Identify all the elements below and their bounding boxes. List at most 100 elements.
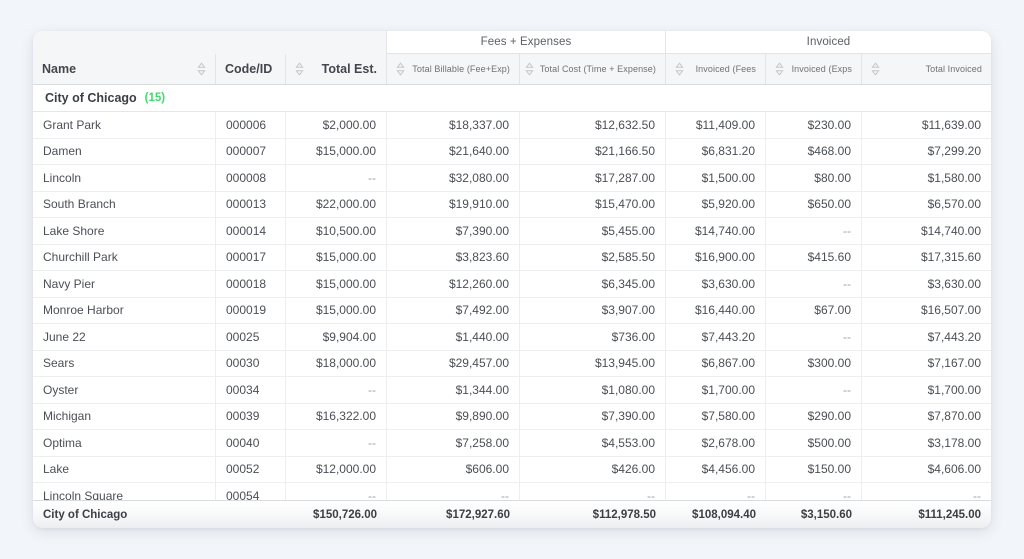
sort-chevron-icon[interactable] [396, 62, 405, 76]
footer-invoiced-fees: $108,094.40 [692, 508, 756, 521]
column-header-label: Total Billable (Fee+Exp) [412, 64, 510, 74]
column-header-label: Total Cost (Time + Expense) [539, 64, 656, 74]
cell-ifee: $1,500.00 [666, 165, 766, 191]
cell-est: $9,904.00 [286, 324, 387, 350]
cell-ifee: $14,740.00 [666, 218, 766, 244]
cell-code: 000006 [216, 112, 286, 138]
cell-cost: -- [520, 483, 666, 500]
cell-name: Navy Pier [33, 271, 216, 297]
cell-est: $15,000.00 [286, 138, 387, 164]
cell-est: -- [286, 165, 387, 191]
column-header-invoiced-expenses[interactable]: Invoiced (Exps [766, 54, 862, 84]
cell-name: Sears [33, 350, 216, 376]
table-row[interactable]: Damen 000007 $15,000.00 $21,640.00 $21,166.5… [33, 138, 991, 165]
cell-code: 000019 [216, 297, 286, 323]
table-row[interactable]: Lake 00052 $12,000.00 $606.00 $426.00 $4,456.… [33, 456, 991, 483]
table-row[interactable]: Churchill Park 000017 $15,000.00 $3,823.60 $… [33, 244, 991, 271]
footer-total-billable: $172,927.60 [446, 508, 510, 521]
cell-iexp: -- [766, 218, 862, 244]
cell-est: $15,000.00 [286, 244, 387, 270]
cell-cost: $15,470.00 [520, 191, 666, 217]
cell-name: Monroe Harbor [33, 297, 216, 323]
cell-cost: $6,345.00 [520, 271, 666, 297]
cell-ifee: $2,678.00 [666, 430, 766, 456]
cell-bill: $7,390.00 [387, 218, 520, 244]
group-header-row[interactable]: City of Chicago (15) [33, 85, 991, 112]
cell-code: 00030 [216, 350, 286, 376]
cell-bill: $18,337.00 [387, 112, 520, 138]
cell-code: 000007 [216, 138, 286, 164]
column-header-total-cost[interactable]: Total Cost (Time + Expense) [520, 54, 666, 84]
cell-name: Grant Park [33, 112, 216, 138]
sort-chevron-icon[interactable] [675, 62, 684, 76]
table-row[interactable]: Lincoln Square 00054 -- -- -- -- -- -- [33, 483, 991, 500]
cell-itot: $17,315.60 [920, 250, 981, 265]
cell-est: $15,000.00 [286, 297, 387, 323]
cell-iexp: $230.00 [766, 112, 862, 138]
table-row[interactable]: Monroe Harbor 000019 $15,000.00 $7,492.00 $3… [33, 297, 991, 324]
cell-ifee: $7,443.20 [666, 324, 766, 350]
cell-cost: $2,585.50 [520, 244, 666, 270]
column-group-spacer [33, 31, 387, 54]
table-row[interactable]: Oyster 00034 -- $1,344.00 $1,080.00 $1,700.00… [33, 377, 991, 404]
sort-chevron-icon[interactable] [197, 62, 206, 76]
cell-itot: $7,299.20 [927, 144, 981, 159]
sort-chevron-icon[interactable] [775, 62, 784, 76]
cell-code: 00039 [216, 403, 286, 429]
sort-chevron-icon[interactable] [525, 62, 534, 76]
column-header-code-id[interactable]: Code/ID [216, 54, 286, 84]
column-header-total-est[interactable]: Total Est. [286, 54, 387, 84]
cell-ifee: $6,867.00 [666, 350, 766, 376]
cell-name: Lake [33, 456, 216, 482]
column-header-name[interactable]: Name [33, 54, 216, 84]
cell-bill: $606.00 [387, 456, 520, 482]
group-count-badge: (15) [144, 92, 166, 104]
table-row[interactable]: Lincoln 000008 -- $32,080.00 $17,287.00 $1,50… [33, 165, 991, 192]
cell-name: Lincoln [33, 165, 216, 191]
cell-ifee: $3,630.00 [666, 271, 766, 297]
table-footer-totals-row: City of Chicago $150,726.00 $172,927.60 … [33, 500, 991, 528]
cell-itot: $7,167.00 [927, 356, 981, 371]
cell-code: 00052 [216, 456, 286, 482]
cell-itot: $3,630.00 [927, 276, 981, 291]
cell-code: 00034 [216, 377, 286, 403]
table-row[interactable]: Grant Park 000006 $2,000.00 $18,337.00 $12,6… [33, 112, 991, 139]
cell-iexp: $67.00 [766, 297, 862, 323]
column-header-label: Invoiced (Exps [791, 64, 852, 74]
cell-est: $18,000.00 [286, 350, 387, 376]
cell-est: -- [286, 377, 387, 403]
table-row[interactable]: June 22 00025 $9,904.00 $1,440.00 $736.00 $7,… [33, 324, 991, 351]
table-row[interactable]: Michigan 00039 $16,322.00 $9,890.00 $7,390.0… [33, 403, 991, 430]
cell-iexp: $650.00 [766, 191, 862, 217]
sort-chevron-icon[interactable] [295, 62, 304, 76]
cell-itot: $1,580.00 [927, 170, 981, 185]
cell-ifee: $4,456.00 [666, 456, 766, 482]
cell-code: 000017 [216, 244, 286, 270]
column-header-total-billable[interactable]: Total Billable (Fee+Exp) [387, 54, 520, 84]
data-table-card: Fees + Expenses Invoiced Name Code/ID [33, 31, 991, 528]
cell-cost: $426.00 [520, 456, 666, 482]
column-header-total-invoiced[interactable]: Total Invoiced [862, 54, 991, 84]
cell-name: Lincoln Square [33, 483, 216, 500]
cell-code: 00040 [216, 430, 286, 456]
table-row[interactable]: Optima 00040 -- $7,258.00 $4,553.00 $2,678.00… [33, 430, 991, 457]
footer-total-invoiced: $111,245.00 [918, 508, 981, 521]
table-row[interactable]: Lake Shore 000014 $10,500.00 $7,390.00 $5,45… [33, 218, 991, 245]
column-header-invoiced-fees[interactable]: Invoiced (Fees [666, 54, 766, 84]
table-row[interactable]: South Branch 000013 $22,000.00 $19,910.00 $1… [33, 191, 991, 218]
cell-ifee: $7,580.00 [666, 403, 766, 429]
cell-bill: $32,080.00 [387, 165, 520, 191]
cell-iexp: $290.00 [766, 403, 862, 429]
table-row[interactable]: Sears 00030 $18,000.00 $29,457.00 $13,945.00… [33, 350, 991, 377]
cell-est: $15,000.00 [286, 271, 387, 297]
cell-itot: $16,507.00 [920, 303, 981, 318]
table-row[interactable]: Navy Pier 000018 $15,000.00 $12,260.00 $6,34… [33, 271, 991, 298]
cell-bill: $7,492.00 [387, 297, 520, 323]
cell-ifee: $11,409.00 [666, 112, 766, 138]
cell-bill: $21,640.00 [387, 138, 520, 164]
column-header-row: Name Code/ID Total Est. [33, 54, 991, 84]
sort-chevron-icon[interactable] [871, 62, 880, 76]
cell-est: $2,000.00 [286, 112, 387, 138]
cell-est: -- [286, 483, 387, 500]
